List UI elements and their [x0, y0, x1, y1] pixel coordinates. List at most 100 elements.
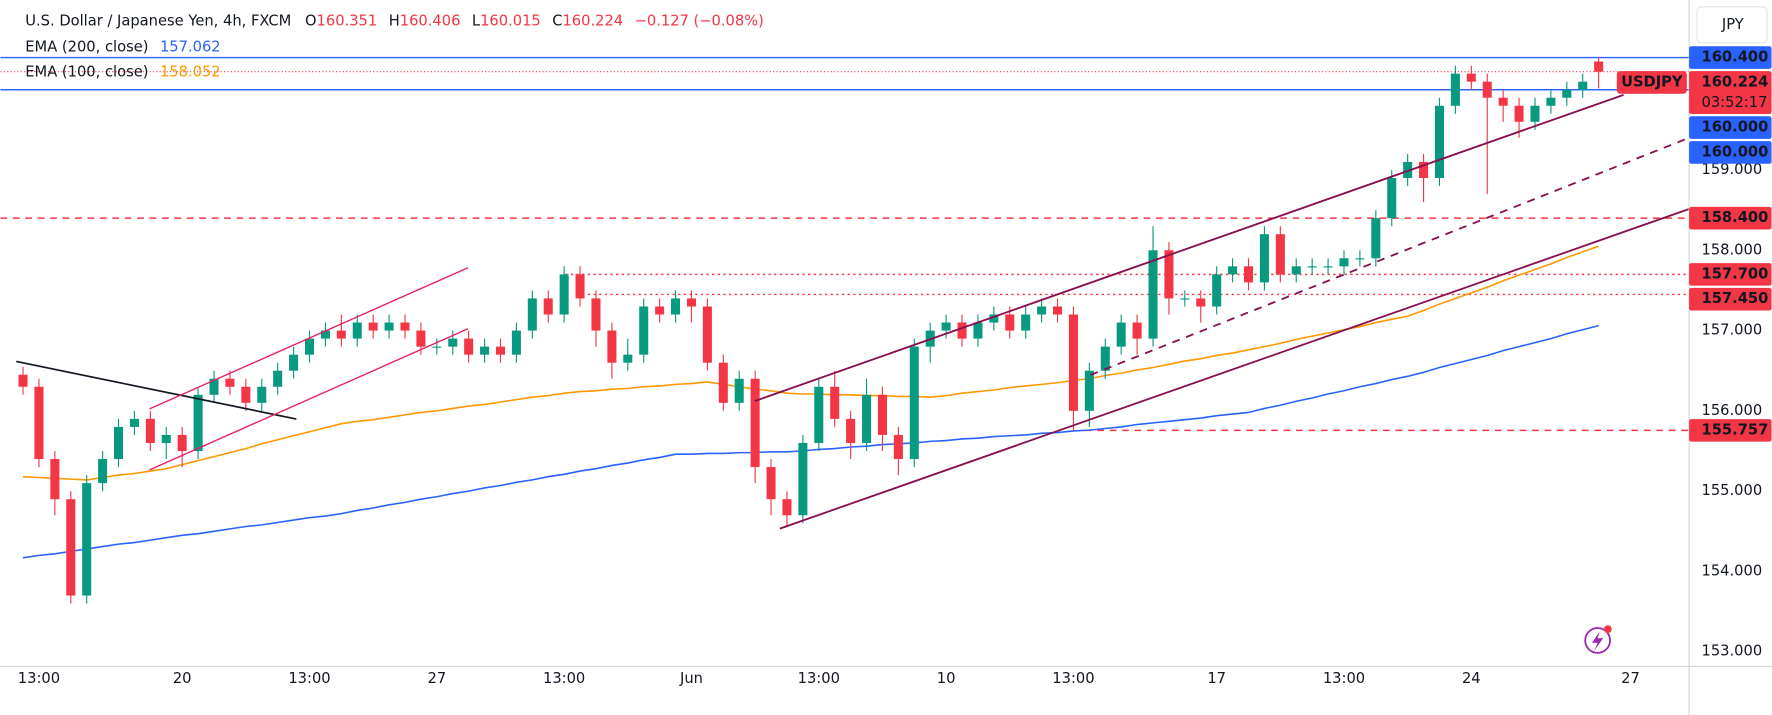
candle-body — [909, 346, 919, 460]
candle-body — [368, 322, 378, 331]
candle-body — [1275, 234, 1285, 275]
candle-body — [1307, 266, 1317, 268]
candle-body — [1594, 61, 1604, 72]
candle-body — [575, 274, 585, 299]
candle-body — [1323, 266, 1333, 268]
candle-body — [400, 322, 410, 331]
candle-body — [161, 434, 171, 443]
x-tick-label: Jun — [679, 670, 703, 687]
price-label: 155.757 — [1702, 421, 1769, 438]
x-tick-label: 13:00 — [1052, 670, 1094, 687]
candle-body — [1339, 258, 1349, 267]
candle-body — [1164, 250, 1174, 299]
candle-body — [480, 346, 490, 355]
candle-body — [1498, 97, 1508, 106]
candle-body — [18, 374, 28, 387]
candle-body — [814, 386, 824, 443]
plot-area — [18, 57, 1604, 604]
candle-body — [591, 298, 601, 331]
ohlc-letter: O — [305, 12, 317, 29]
candle-body — [702, 306, 712, 363]
icon-bolt — [1591, 631, 1604, 651]
ema-line — [22, 324, 1599, 559]
channel-line — [779, 208, 1690, 530]
candle-body — [718, 362, 728, 403]
legend-name: EMA (200, close) — [25, 38, 148, 55]
candle-body — [273, 370, 283, 387]
candle-body — [66, 499, 76, 596]
channel-line — [149, 328, 469, 471]
y-tick-label: 153.000 — [1702, 643, 1763, 660]
candle-body — [957, 322, 967, 339]
lightning-icon[interactable] — [1584, 625, 1612, 654]
candle-body — [1068, 314, 1078, 411]
price-label: 160.400 — [1702, 49, 1769, 66]
x-tick-label: 27 — [1621, 670, 1640, 687]
price-label: 158.400 — [1702, 209, 1769, 226]
candle-body — [877, 394, 887, 435]
x-tick-label: 20 — [173, 670, 192, 687]
candle-body — [1530, 105, 1540, 122]
candle-body — [782, 499, 792, 516]
candle-body — [559, 274, 569, 315]
candle-body — [1482, 81, 1492, 98]
time-axis: 13:00 20 13:00 27 13:00 Jun 13:00 10 13:00 17 13:0… — [18, 670, 1640, 687]
candle-body — [1387, 178, 1397, 219]
current-price: 160.224 — [1702, 73, 1769, 90]
candle-body — [1546, 97, 1556, 106]
x-tick-label: 13:00 — [18, 670, 60, 687]
candle-body — [686, 298, 696, 307]
candle-body — [1450, 73, 1460, 106]
candle-body — [846, 418, 856, 443]
candle-body — [1514, 105, 1524, 122]
candle-body — [639, 306, 649, 355]
y-tick-label: 155.000 — [1702, 482, 1763, 499]
candle-body — [1132, 322, 1142, 339]
channel-line — [754, 94, 1624, 402]
candle-body — [1212, 274, 1222, 307]
candle-body — [607, 330, 617, 363]
candle-body — [225, 378, 235, 387]
channel-mid-line — [1090, 136, 1690, 376]
candle-body — [1053, 306, 1063, 315]
price-label-box — [1689, 46, 1772, 69]
price-axis: JPY 153.000 154.000 155.000 156.000 157.000 1… — [1688, 0, 1772, 715]
candle-body — [973, 322, 983, 339]
candle-body — [766, 467, 776, 500]
price-label-box — [1689, 116, 1772, 139]
legend-value: 158.052 — [160, 63, 221, 80]
candle-body — [114, 426, 124, 460]
y-tick-label: 158.000 — [1702, 241, 1763, 258]
ohlc-letter: H — [389, 12, 400, 29]
ohlc-letter: L — [472, 12, 481, 29]
candle-body — [1037, 306, 1047, 315]
price-label: 157.450 — [1702, 290, 1769, 307]
candle-body — [384, 322, 394, 331]
ohlc-value: 160.351 — [317, 12, 378, 29]
ohlc-value: 160.224 — [562, 12, 623, 29]
currency-button[interactable] — [1696, 6, 1768, 44]
channel-line — [149, 267, 469, 410]
x-tick-label: 17 — [1207, 670, 1226, 687]
candle-body — [1259, 234, 1269, 283]
candle-body — [1021, 314, 1031, 331]
ema-line — [22, 245, 1599, 481]
ohlc-letter: C — [552, 12, 562, 29]
candle-body — [543, 298, 553, 315]
price-label-box — [1689, 206, 1772, 230]
trend-lines — [16, 94, 1690, 530]
candle-body — [798, 442, 808, 516]
x-tick-label: 24 — [1462, 670, 1481, 687]
candle-body — [862, 394, 872, 443]
price-label-box — [1689, 263, 1772, 286]
price-label-box — [1689, 141, 1772, 164]
candle-body — [50, 459, 60, 500]
candle-body — [671, 298, 681, 315]
y-tick-label: 156.000 — [1702, 402, 1763, 419]
ohlc-value: 160.015 — [480, 12, 541, 29]
candle-body — [1291, 266, 1301, 275]
currency[interactable]: JPY — [1721, 16, 1744, 33]
candle-body — [1148, 250, 1158, 339]
candle-body — [129, 418, 139, 427]
